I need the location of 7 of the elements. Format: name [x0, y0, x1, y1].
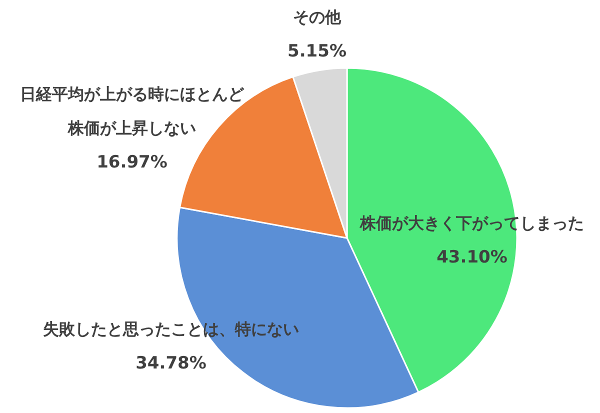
data-label: 34.78%: [136, 354, 206, 374]
data-label: 43.10%: [436, 248, 508, 268]
slice-label: 失敗したと思ったことは、特にない: [43, 319, 299, 338]
slice-label: 日経平均が上がる時にほとんど株価が上昇しない: [20, 84, 245, 138]
slice-label: その他: [293, 7, 342, 26]
data-label: 5.15%: [288, 42, 346, 62]
data-label: 16.97%: [96, 152, 168, 173]
